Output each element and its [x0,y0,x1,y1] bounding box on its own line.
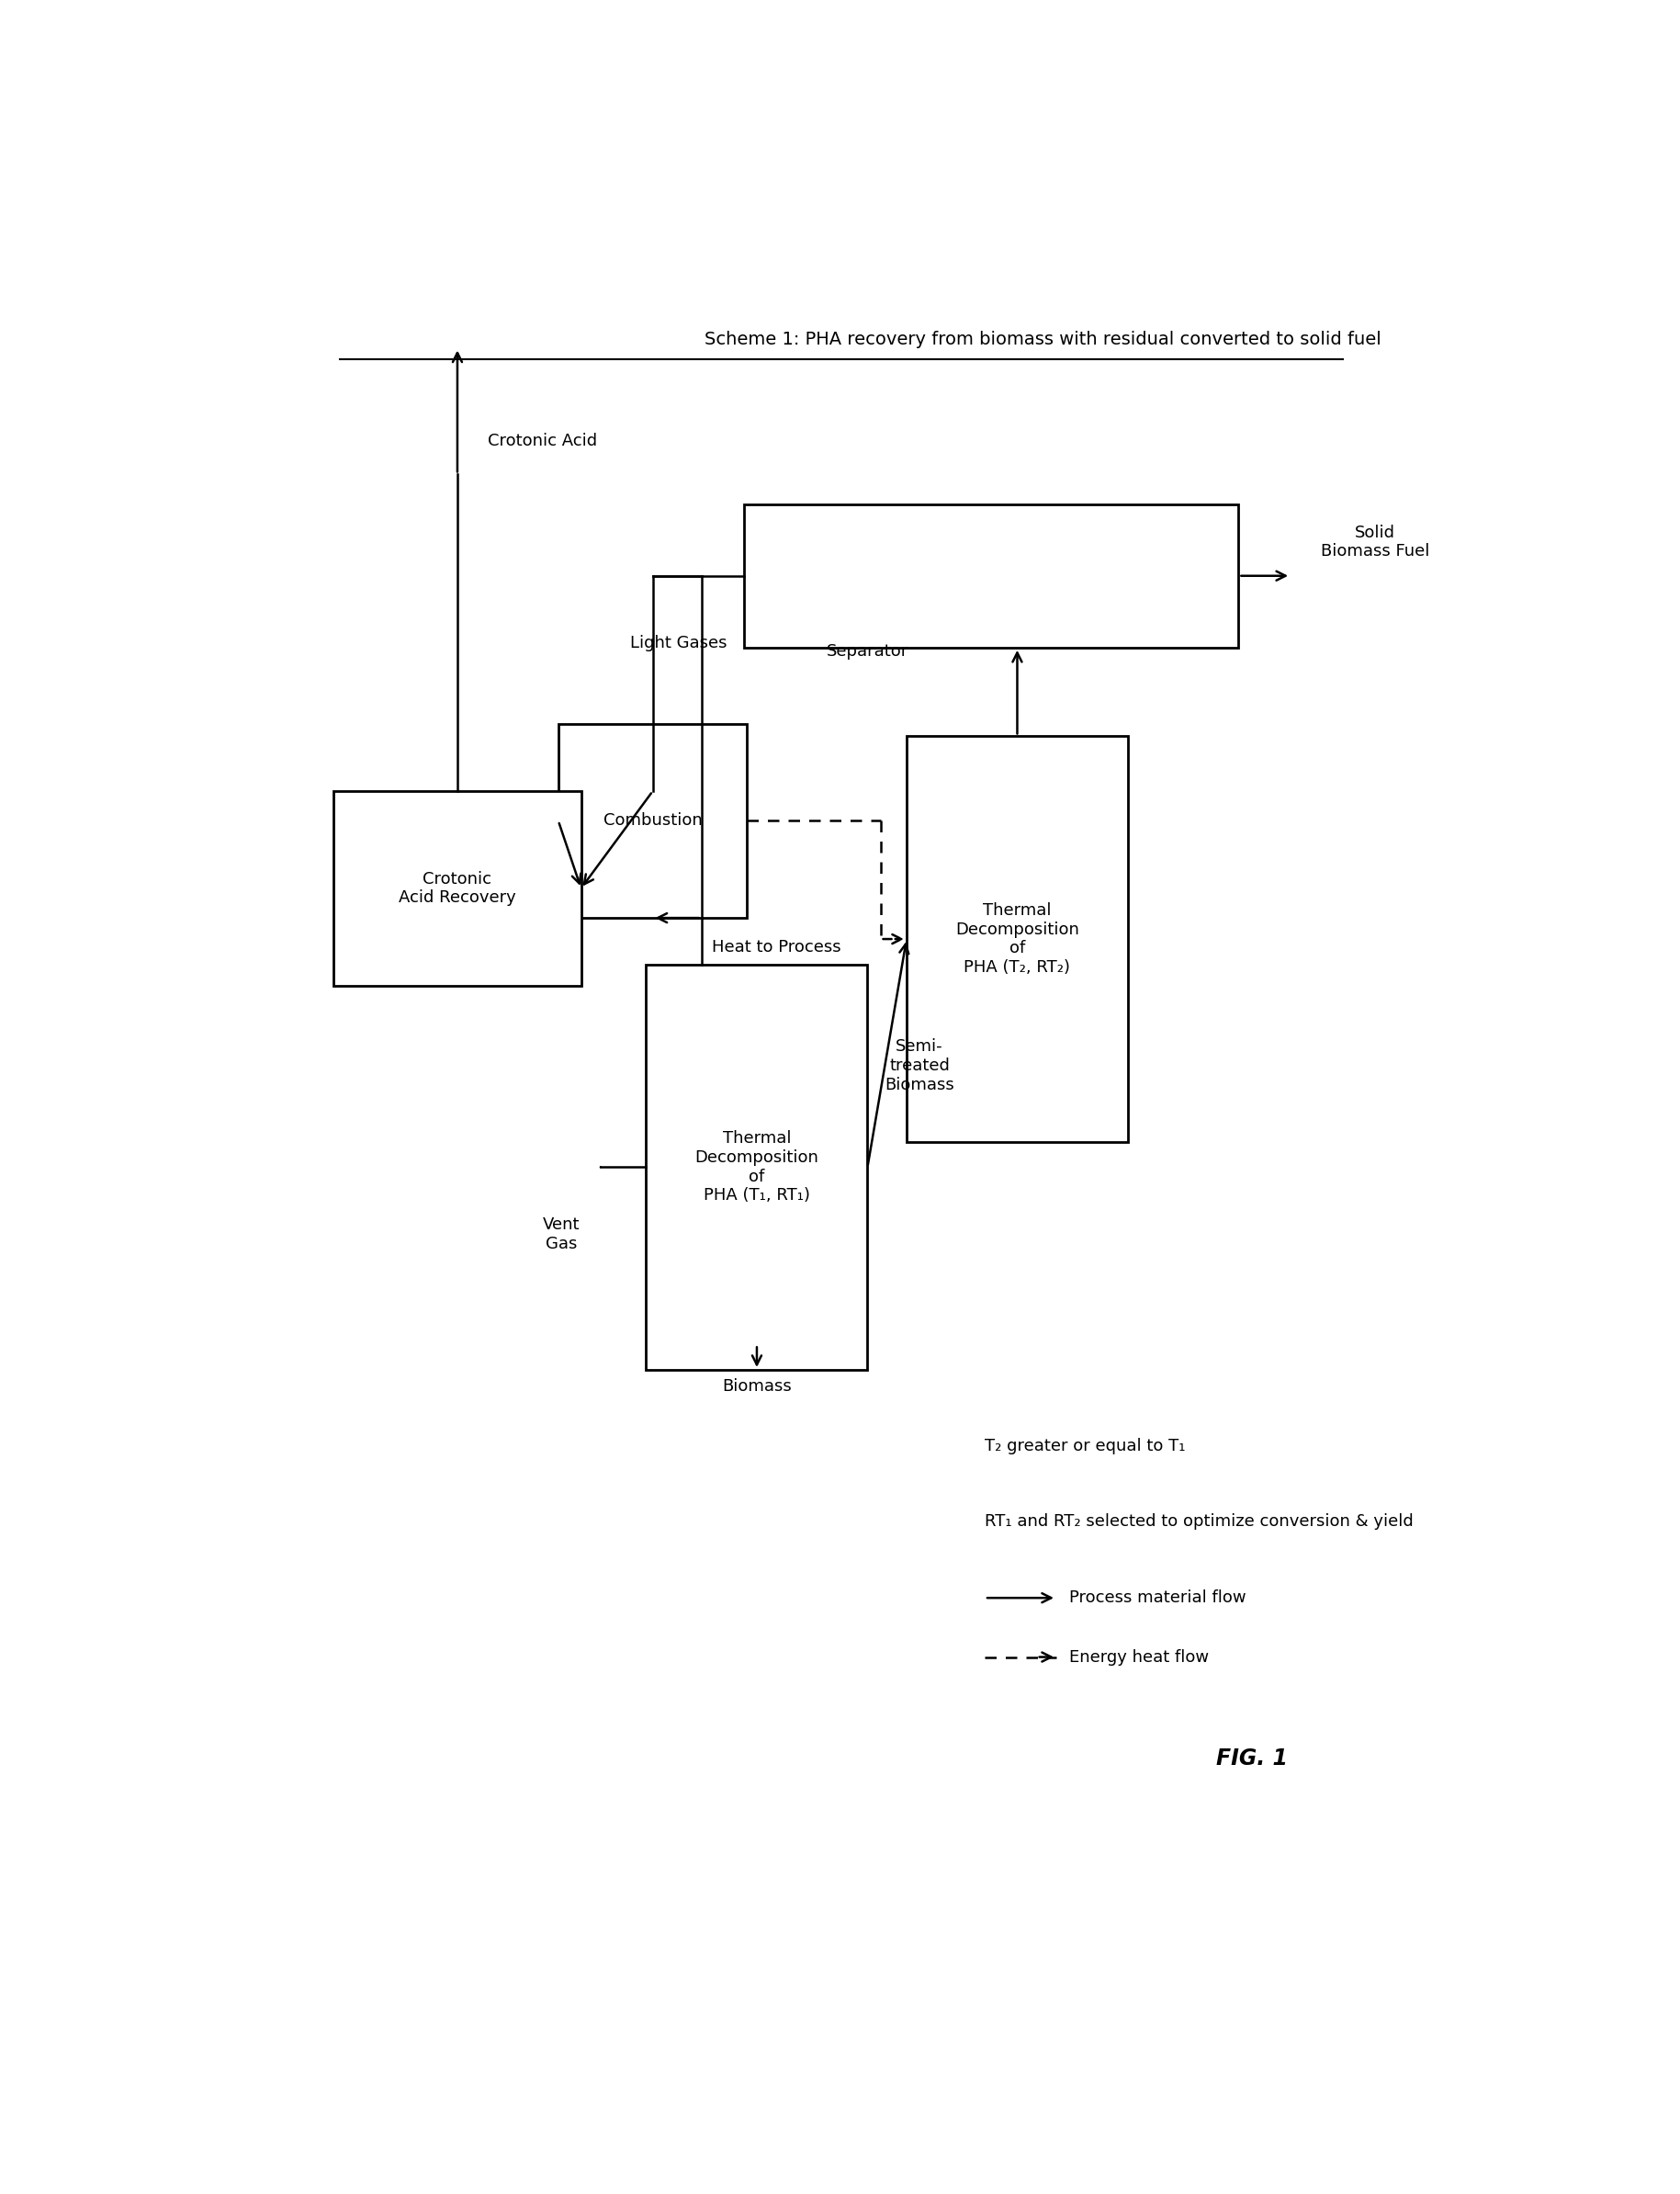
Text: Solid
Biomass Fuel: Solid Biomass Fuel [1320,524,1430,559]
Bar [647,965,867,1369]
Text: Crotonic
Acid Recovery: Crotonic Acid Recovery [398,871,516,906]
Bar [334,792,581,985]
Text: Heat to Process: Heat to Process [712,939,842,957]
Text: Combustion: Combustion [603,812,702,829]
Text: Thermal
Decomposition
of
PHA (T₁, RT₁): Thermal Decomposition of PHA (T₁, RT₁) [696,1130,818,1205]
Bar [744,505,1238,647]
Bar [907,737,1127,1141]
Text: Separator: Separator [827,643,909,660]
Text: Light Gases: Light Gases [630,634,727,652]
Bar [558,724,748,917]
Text: Biomass: Biomass [722,1378,791,1395]
Text: RT₁ and RT₂ selected to optimize conversion & yield: RT₁ and RT₂ selected to optimize convers… [984,1514,1413,1529]
Text: Vent
Gas: Vent Gas [543,1218,580,1253]
Text: T₂ greater or equal to T₁: T₂ greater or equal to T₁ [984,1437,1186,1455]
Text: Thermal
Decomposition
of
PHA (T₂, RT₂): Thermal Decomposition of PHA (T₂, RT₂) [956,902,1079,976]
Text: Process material flow: Process material flow [1068,1591,1247,1606]
Text: FIG. 1: FIG. 1 [1216,1746,1287,1768]
Text: Crotonic Acid: Crotonic Acid [487,432,596,450]
Text: Scheme 1: PHA recovery from biomass with residual converted to solid fuel: Scheme 1: PHA recovery from biomass with… [706,331,1381,349]
Text: Semi-
treated
Biomass: Semi- treated Biomass [885,1038,954,1093]
Text: Energy heat flow: Energy heat flow [1068,1648,1210,1665]
